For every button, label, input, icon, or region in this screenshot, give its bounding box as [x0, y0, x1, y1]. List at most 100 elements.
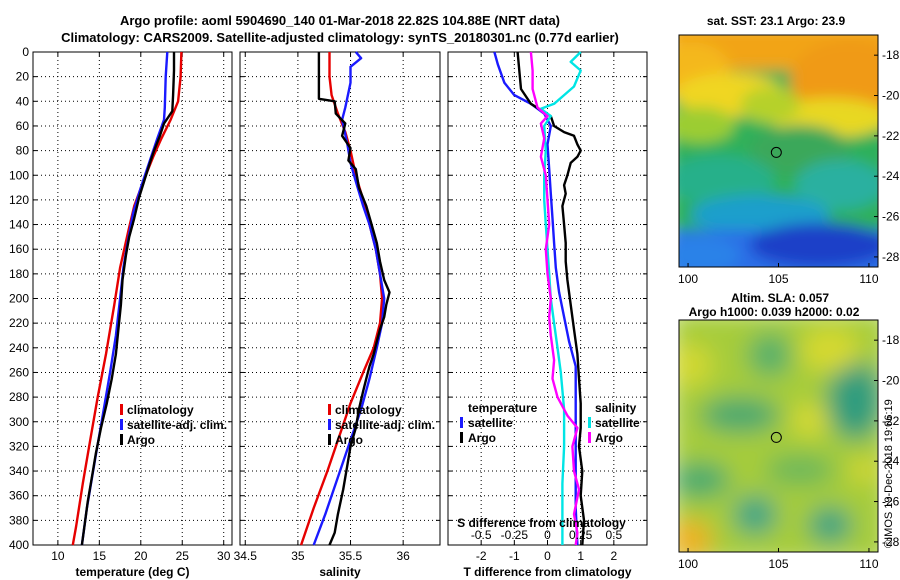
x-tick-label: 0	[544, 549, 551, 563]
map-y-tick-label: -22	[882, 129, 900, 143]
map-x-tick-label: 110	[859, 272, 878, 286]
map-x-tick-label: 105	[768, 557, 788, 571]
map-y-tick-label: -26	[882, 210, 900, 224]
differences-extras: -0.5 -0.25 0 0.25 0.5S difference from clima…	[457, 401, 640, 542]
profile-panel-differences: -2 -1 0 1 2 T difference from climatology	[447, 51, 648, 579]
y-tick-label: 280	[9, 390, 29, 404]
y-tick-label: 20	[16, 70, 30, 84]
legend-s-label-0: satellite	[595, 416, 640, 430]
map-y-tick-label: -26	[882, 495, 900, 509]
legend-temperature-title: temperature	[468, 401, 538, 415]
x-tick-label: 25	[176, 549, 190, 563]
y-tick-label: 320	[9, 439, 29, 453]
sla-map	[679, 320, 878, 552]
map-y-tick-label: -20	[882, 374, 900, 388]
sla-argo-marker	[770, 431, 782, 443]
y-tick-label: 360	[9, 489, 29, 503]
y-tick-label: 120	[9, 193, 29, 207]
s-tick-label: 0.5	[605, 528, 622, 542]
legend-label-1: satellite-adj. clim.	[335, 418, 435, 432]
y-tick-label: 0	[22, 45, 29, 59]
y-tick-label: 60	[16, 119, 30, 133]
y-tick-label: 140	[9, 218, 29, 232]
legend-s-swatch-0	[588, 417, 591, 428]
legend-swatch-2	[328, 434, 331, 445]
figure-title-line1: Argo profile: aoml 5904690_140 01-Mar-20…	[120, 13, 560, 28]
legend-s-label-1: Argo	[595, 431, 623, 445]
legend-t-label-0: satellite	[468, 416, 513, 430]
imos-watermark: ©IMOS 19-Dec-2018 19:06:19	[883, 399, 895, 548]
legend-t-label-1: Argo	[468, 431, 496, 445]
sla-map-title-line1: Altim. SLA: 0.057	[731, 291, 829, 305]
map-x-tick-label: 100	[678, 272, 698, 286]
legend-swatch-1	[328, 419, 331, 430]
sst-map-title: sat. SST: 23.1 Argo: 23.9	[707, 14, 846, 28]
x-tick-label: -2	[476, 549, 487, 563]
s-tick-label: -0.25	[501, 528, 529, 542]
legend-salinity-title: salinity	[595, 401, 637, 415]
series-line-climatology	[71, 51, 183, 546]
series-line-s-satellite	[539, 51, 582, 545]
x-axis-label: salinity	[319, 565, 361, 579]
legend-t-swatch-0	[460, 417, 463, 428]
legend-t-swatch-1	[460, 432, 463, 443]
y-tick-label: 80	[16, 144, 30, 158]
legend-swatch-2	[120, 434, 123, 445]
legend-label-2: Argo	[335, 433, 363, 447]
legend-label-1: satellite-adj. clim.	[127, 418, 227, 432]
map-y-tick-label: -18	[882, 48, 900, 62]
s-axis-label: S difference from climatology	[457, 516, 626, 530]
map-axes-sla_map: 100 105 110 -18 -20 -22 -24 -26 -28	[678, 333, 900, 571]
x-tick-label: 35.5	[339, 549, 363, 563]
plot-frame	[32, 51, 233, 546]
y-tick-label: 260	[9, 365, 29, 379]
y-tick-label: 340	[9, 464, 29, 478]
plot-frame	[447, 51, 648, 546]
x-axis-label: temperature (deg C)	[75, 565, 189, 579]
figure-title-line2: Climatology: CARS2009. Satellite-adjuste…	[61, 30, 619, 45]
y-tick-label: 200	[9, 292, 29, 306]
map-x-tick-label: 100	[678, 557, 698, 571]
legend-label-2: Argo	[127, 433, 155, 447]
x-tick-label: -1	[509, 549, 520, 563]
legend-label-0: climatology	[127, 403, 194, 417]
legend-s-swatch-1	[588, 432, 591, 443]
x-tick-label: 36	[396, 549, 410, 563]
map-y-tick-label: -18	[882, 333, 900, 347]
x-tick-label: 1	[577, 549, 584, 563]
series-line-satellite-adj-clim-	[80, 51, 169, 546]
sla-map-title-line2: Argo h1000: 0.039 h2000: 0.02	[689, 305, 860, 319]
profile-panel-temperature: 0 20 40 60 80 100 120 140 160 180 200 220 240 260 280 3…	[9, 45, 233, 579]
x-axis-label: T difference from climatology	[463, 565, 631, 579]
s-tick-label: 0	[544, 528, 551, 542]
series-line-argo	[80, 52, 176, 546]
series-line-climatology	[299, 52, 384, 546]
s-tick-label: 0.25	[569, 528, 593, 542]
map-x-tick-label: 105	[768, 272, 788, 286]
x-tick-label: 20	[134, 549, 148, 563]
y-tick-label: 400	[9, 538, 29, 552]
y-tick-label: 160	[9, 242, 29, 256]
series-line-s-argo	[529, 51, 581, 546]
map-y-tick-label: -24	[882, 454, 900, 468]
y-tick-label: 180	[9, 267, 29, 281]
legend-swatch-1	[120, 419, 123, 430]
profile-panel-salinity: 34.5 35 35.5 36 salinity climatologysatellite…	[234, 51, 441, 579]
y-tick-label: 300	[9, 415, 29, 429]
map-y-tick-label: -24	[882, 169, 900, 183]
x-tick-label: 2	[610, 549, 617, 563]
legend-label-0: climatology	[335, 403, 402, 417]
map-x-tick-label: 110	[859, 557, 878, 571]
map-y-tick-label: -22	[882, 414, 900, 428]
y-tick-label: 380	[9, 513, 29, 527]
x-tick-label: 15	[93, 549, 107, 563]
sst-map	[679, 35, 878, 267]
map-y-tick-label: -20	[882, 89, 900, 103]
y-tick-label: 100	[9, 168, 29, 182]
y-tick-label: 240	[9, 341, 29, 355]
x-tick-label: 10	[51, 549, 65, 563]
legend-swatch-0	[328, 404, 331, 415]
x-tick-label: 35	[291, 549, 305, 563]
map-y-tick-label: -28	[882, 250, 900, 264]
